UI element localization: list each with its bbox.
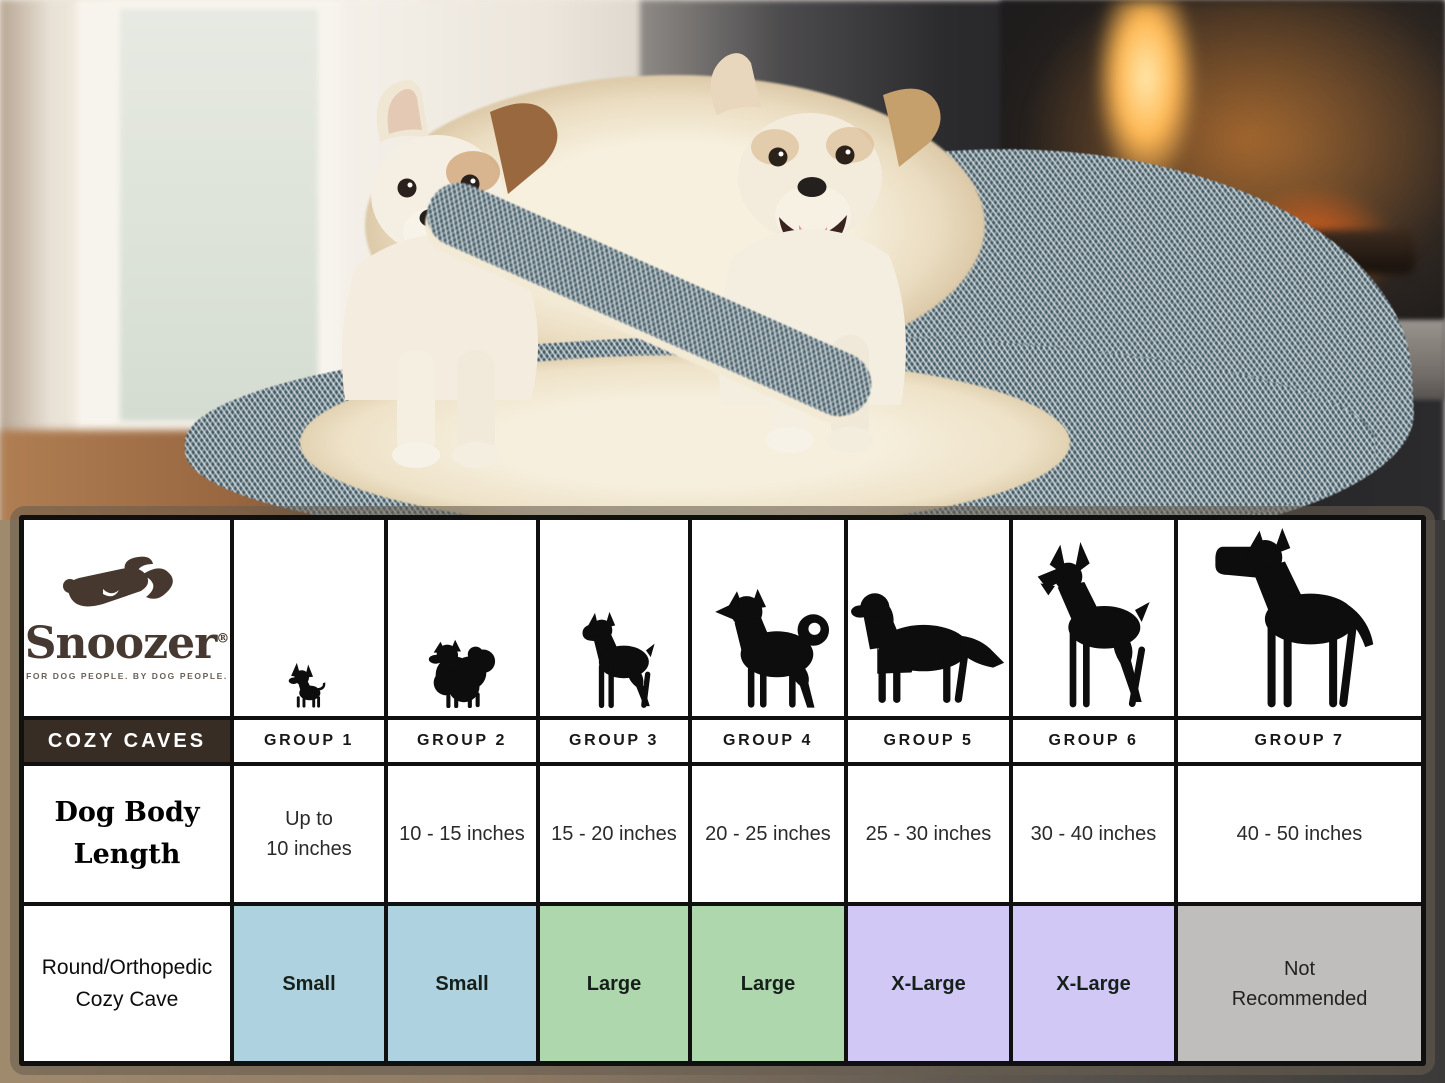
- chart-panel: Snoozer® FOR DOG PEOPLE. BY DOG PEOPLE.: [10, 506, 1435, 1075]
- dog-cell-group-3: [540, 520, 688, 716]
- group-2-header: GROUP 2: [388, 720, 536, 762]
- cozy-caves-header: COZY CAVES: [24, 720, 230, 762]
- doberman-icon: [1037, 542, 1150, 708]
- group-4-header: GROUP 4: [692, 720, 844, 762]
- pomeranian-icon: [428, 639, 496, 709]
- dog-cell-group-6: [1013, 520, 1174, 716]
- group-5-header: GROUP 5: [848, 720, 1009, 762]
- size-cell-group-1: Small: [234, 906, 384, 1061]
- size-cell-group-7: Not Recommended: [1178, 906, 1421, 1061]
- dog-cell-group-2: [388, 520, 536, 716]
- dog-cell-group-1: [234, 520, 384, 716]
- size-cell-group-4: Large: [692, 906, 844, 1061]
- body-length-value: 25 - 30 inches: [848, 766, 1009, 902]
- group-7-header: GROUP 7: [1178, 720, 1421, 762]
- size-cell-group-3: Large: [540, 906, 688, 1061]
- group-6-header: GROUP 6: [1013, 720, 1174, 762]
- door-glass: [111, 0, 327, 430]
- frosted-door: [70, 0, 354, 487]
- dog-cell-group-7: [1178, 520, 1421, 716]
- body-length-value: 10 - 15 inches: [388, 766, 536, 902]
- dog-cell-group-4: [692, 520, 844, 716]
- brand-tagline: FOR DOG PEOPLE. BY DOG PEOPLE.: [26, 670, 228, 681]
- group-3-header: GROUP 3: [540, 720, 688, 762]
- body-length-value: 20 - 25 inches: [692, 766, 844, 902]
- product-row-label: Round/Orthopedic Cozy Cave: [24, 906, 230, 1061]
- great-dane-icon: [1215, 528, 1374, 708]
- snoozer-dog-head-icon: [63, 556, 173, 606]
- size-chart-table: Snoozer® FOR DOG PEOPLE. BY DOG PEOPLE.: [19, 515, 1426, 1066]
- body-length-row-label: Dog Body Length: [24, 766, 230, 902]
- group-1-header: GROUP 1: [234, 720, 384, 762]
- size-cell-group-5: X-Large: [848, 906, 1009, 1061]
- chihuahua-icon: [288, 662, 326, 708]
- akita-icon: [714, 588, 829, 708]
- body-length-value: 40 - 50 inches: [1178, 766, 1421, 902]
- snoozer-logo: Snoozer® FOR DOG PEOPLE. BY DOG PEOPLE.: [24, 520, 230, 716]
- brand-name: Snoozer®: [24, 617, 230, 669]
- golden-retriever-icon: [851, 593, 1005, 703]
- body-length-value: Up to 10 inches: [234, 766, 384, 902]
- size-cell-group-6: X-Large: [1013, 906, 1174, 1061]
- dog-cell-group-5: [848, 520, 1009, 716]
- body-length-value: 30 - 40 inches: [1013, 766, 1174, 902]
- body-length-value: 15 - 20 inches: [540, 766, 688, 902]
- registered-mark: ®: [216, 630, 230, 646]
- boxer-icon: [582, 611, 655, 709]
- size-cell-group-2: Small: [388, 906, 536, 1061]
